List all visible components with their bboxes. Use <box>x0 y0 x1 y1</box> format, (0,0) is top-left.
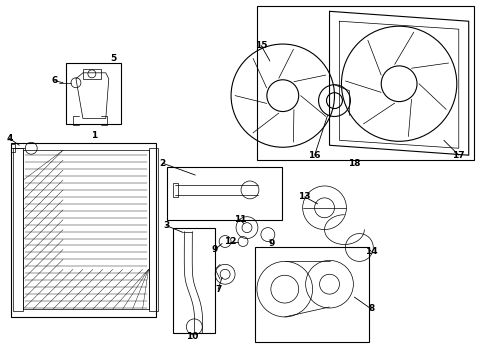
Bar <box>173 183 178 197</box>
Text: 14: 14 <box>365 247 378 256</box>
Bar <box>83 69 101 79</box>
Bar <box>173 228 215 333</box>
Bar <box>257 6 474 160</box>
Bar <box>11 143 155 317</box>
Text: 7: 7 <box>215 285 221 294</box>
Text: 16: 16 <box>308 151 321 160</box>
Text: 15: 15 <box>255 41 267 50</box>
Text: 9: 9 <box>212 245 219 254</box>
Text: 10: 10 <box>186 332 198 341</box>
Text: 3: 3 <box>163 221 170 230</box>
Text: 9: 9 <box>269 239 275 248</box>
Text: 1: 1 <box>91 131 97 140</box>
Text: 11: 11 <box>234 215 246 224</box>
Text: 8: 8 <box>368 305 374 314</box>
Bar <box>66 63 121 125</box>
Text: 2: 2 <box>159 159 166 168</box>
Bar <box>255 247 369 342</box>
Text: 17: 17 <box>452 151 465 160</box>
Text: 12: 12 <box>224 237 236 246</box>
Text: 6: 6 <box>52 76 58 85</box>
Text: 13: 13 <box>298 192 311 201</box>
Text: 4: 4 <box>6 134 13 143</box>
Text: 18: 18 <box>348 159 361 168</box>
Text: 5: 5 <box>111 54 117 63</box>
Bar <box>168 167 282 220</box>
Bar <box>13 148 23 311</box>
Bar <box>148 148 158 311</box>
